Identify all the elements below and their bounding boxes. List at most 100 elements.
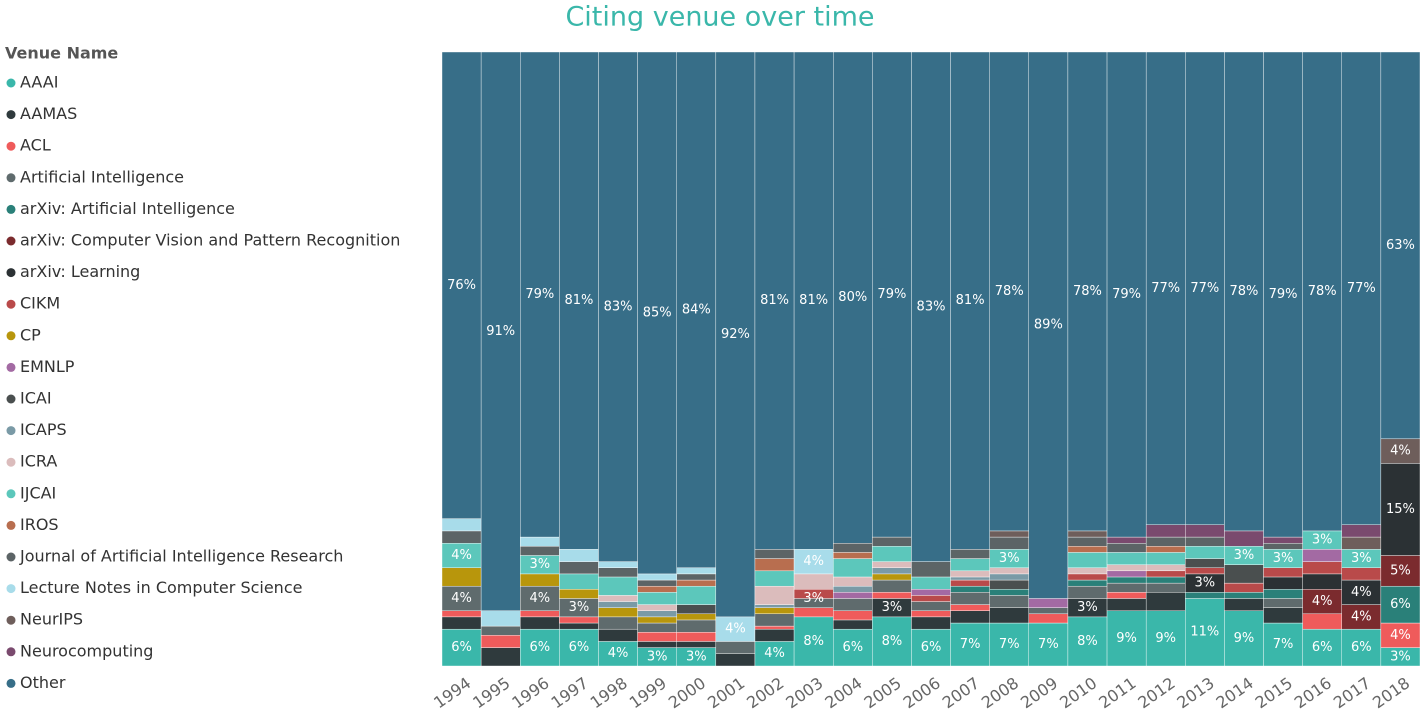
legend-text: arXiv: Computer Vision and Pattern Recog… (20, 231, 400, 250)
bar-segment (1302, 628, 1342, 667)
bar-segment (1380, 622, 1421, 648)
bar-segment (441, 530, 482, 544)
bar-segment (911, 589, 951, 596)
bar-segment (598, 595, 638, 602)
data-label: 9% (1116, 631, 1137, 646)
bar-segment (520, 616, 560, 630)
data-label: 4% (451, 591, 472, 606)
data-label: 89% (1034, 318, 1063, 333)
legend-marker (6, 552, 16, 562)
bar-segment (911, 576, 951, 590)
bar-segment (1185, 567, 1225, 575)
bar-segment (520, 610, 560, 618)
bar-segment (911, 610, 951, 618)
bar-segment (1185, 592, 1225, 599)
x-tick-label: 1995 (469, 673, 513, 712)
data-label: 4% (1351, 585, 1372, 600)
x-tick-label: 2013 (1173, 673, 1217, 712)
data-label: 4% (1390, 444, 1411, 459)
bar-segment (1224, 582, 1264, 593)
bar-segment (441, 585, 482, 611)
bar-segment (441, 616, 482, 630)
bar-segment (1067, 530, 1108, 538)
bar-segment (1185, 51, 1225, 525)
bar-segment (1380, 585, 1421, 624)
bar-segment (833, 558, 873, 578)
data-label: 81% (799, 293, 828, 308)
bar-segment (793, 51, 834, 550)
x-tick-label: 1999 (626, 673, 670, 712)
bar-segment (1263, 51, 1303, 538)
data-label: 79% (1269, 287, 1298, 302)
bar-segment (1185, 598, 1225, 667)
bar-segment (1028, 598, 1069, 608)
bar-segment (872, 51, 912, 538)
bar-segment (1067, 573, 1108, 581)
bar-segment (989, 579, 1029, 590)
bar-segment (480, 635, 521, 648)
bar-segment (793, 549, 834, 575)
bar-segment (637, 632, 677, 642)
bar-segment (1145, 610, 1186, 667)
bar-segment (598, 607, 638, 618)
bar-segment (1028, 613, 1069, 624)
bar-segment (754, 51, 795, 550)
bar-segment (441, 51, 482, 519)
data-label: 76% (447, 278, 476, 293)
bar-segment (1145, 564, 1186, 572)
data-label: 7% (999, 637, 1020, 652)
data-label: 7% (1038, 637, 1059, 652)
bar-segment (1341, 524, 1382, 538)
data-label: 4% (608, 646, 629, 661)
bar-segment (950, 570, 990, 578)
data-label: 6% (1351, 640, 1372, 655)
bar-segment (637, 579, 677, 587)
bar-segment (715, 51, 756, 618)
bar-segment (1263, 576, 1303, 590)
x-tick-label: 2009 (1017, 673, 1061, 712)
bar-segment (676, 641, 717, 648)
bar-segment (989, 573, 1029, 581)
legend-text: Artificial Intelligence (20, 167, 184, 186)
legend-text: ICAI (20, 389, 52, 408)
data-label: 3% (882, 600, 903, 615)
x-tick-label: 2005 (861, 673, 905, 712)
data-label: 83% (917, 299, 946, 314)
x-tick-label: 2015 (1252, 673, 1296, 712)
data-label: 3% (803, 591, 824, 606)
bar-segment (1145, 536, 1186, 547)
chart-title: Citing venue over time (565, 2, 874, 33)
legend-marker (6, 584, 16, 594)
bar-segment (1341, 567, 1382, 581)
data-label: 7% (1273, 637, 1294, 652)
bar-segment (989, 536, 1029, 550)
bar-segment (676, 567, 717, 575)
bar-segment (480, 647, 521, 667)
legend-marker (6, 299, 16, 309)
data-label: 9% (1155, 631, 1176, 646)
bar-segment (911, 601, 951, 611)
data-label: 3% (999, 551, 1020, 566)
bar-segment (1106, 536, 1147, 544)
bar-segment (676, 604, 717, 615)
bar-segment (1185, 558, 1225, 568)
bar-segment (754, 549, 795, 559)
bar-segment (1106, 552, 1147, 565)
bar-segment (872, 579, 912, 593)
bar-segment (1302, 589, 1342, 615)
x-tick-label: 2001 (704, 673, 748, 712)
bar-segment (1145, 524, 1186, 538)
bar-segment (950, 576, 990, 581)
x-tick-label: 2006 (900, 673, 944, 712)
bar-segment (598, 601, 638, 608)
bar-segment (598, 561, 638, 568)
legend-text: arXiv: Learning (20, 262, 140, 281)
bar-segment (911, 51, 951, 562)
bar-segment (950, 610, 990, 624)
bar-segment (754, 628, 795, 642)
legend-text: Lecture Notes in Computer Science (20, 578, 302, 597)
bar-segment (637, 604, 677, 611)
data-label: 3% (647, 649, 668, 664)
bar-segment (676, 619, 717, 633)
